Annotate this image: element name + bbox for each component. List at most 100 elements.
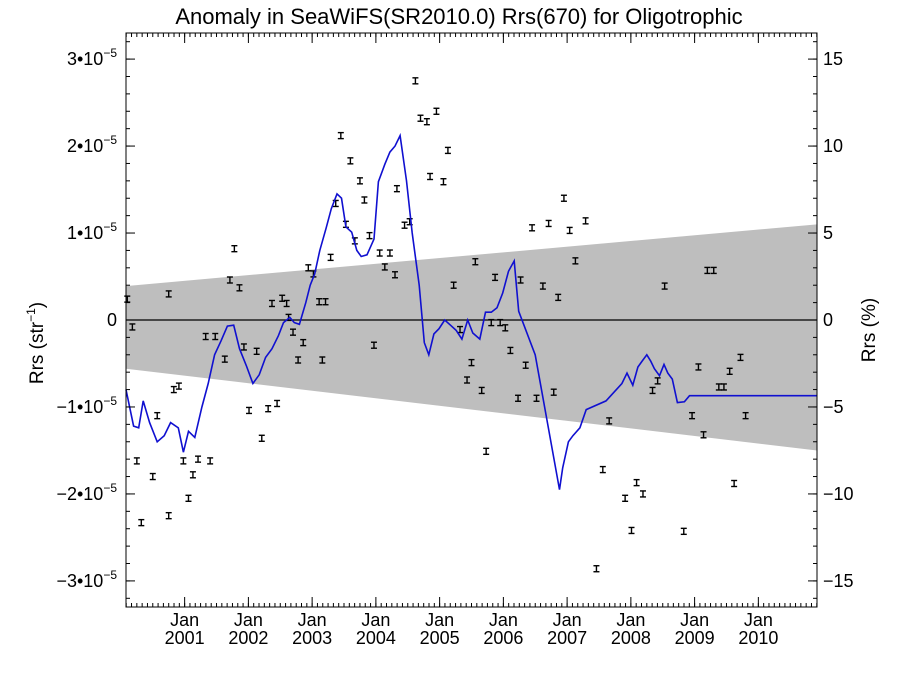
x-tick-month: Jan	[680, 610, 709, 630]
data-point	[290, 328, 297, 336]
data-point	[649, 386, 656, 395]
x-tick-year: 2008	[611, 628, 651, 648]
data-point	[417, 114, 424, 122]
x-tick-year: 2007	[547, 628, 587, 648]
data-point	[295, 356, 302, 364]
data-point	[423, 118, 430, 126]
uncertainty-band	[126, 224, 817, 451]
left-tick-label: −1•10−5	[56, 394, 117, 417]
data-point	[149, 472, 156, 481]
x-tick-month: Jan	[361, 610, 390, 630]
data-point	[572, 257, 579, 265]
data-point	[189, 471, 196, 479]
left-tick-label-base: 2•10	[67, 136, 103, 156]
data-point	[710, 266, 717, 275]
left-tick-label: −2•10−5	[56, 481, 117, 504]
left-tick-label-exp: −5	[103, 46, 117, 60]
right-tick-label: −10	[823, 484, 854, 504]
data-point	[274, 399, 281, 408]
data-point	[316, 298, 323, 306]
right-tick-label: 5	[823, 223, 833, 243]
data-point	[737, 353, 744, 362]
left-axis: 3•10−52•10−51•10−50−1•10−5−2•10−5−3•10−5	[56, 41, 135, 599]
left-tick-label-exp: −5	[103, 133, 117, 147]
data-point	[392, 271, 399, 279]
right-axis: 15 10 5 0 −5 −10 −15	[808, 41, 854, 599]
left-tick-label: −3•10−5	[56, 568, 117, 591]
data-point	[628, 526, 635, 535]
data-point	[633, 478, 640, 487]
data-point	[700, 431, 707, 439]
left-tick-label-base: 3•10	[67, 49, 103, 69]
data-point	[268, 299, 275, 308]
data-point	[502, 324, 509, 332]
data-point	[386, 249, 393, 257]
smoothed-anomaly-line	[125, 132, 817, 490]
x-tick-month: Jan	[744, 610, 773, 630]
data-point	[246, 406, 253, 415]
data-point	[599, 465, 606, 474]
data-point	[444, 146, 451, 155]
x-tick-year: 2004	[356, 628, 396, 648]
x-tick-year: 2003	[292, 628, 332, 648]
data-point	[305, 264, 312, 272]
left-tick-label-base: −1•10	[56, 397, 103, 417]
data-point	[376, 249, 383, 257]
left-tick-label-base: −2•10	[56, 484, 103, 504]
x-tick-year: 2001	[165, 628, 205, 648]
left-axis-title-exp: −1	[24, 308, 38, 322]
data-point	[231, 244, 238, 253]
data-point	[639, 490, 646, 498]
x-tick-year: 2009	[675, 628, 715, 648]
data-point	[545, 219, 552, 228]
data-point	[361, 196, 368, 204]
data-point	[720, 383, 727, 391]
data-point	[427, 172, 434, 181]
data-point	[522, 361, 529, 369]
left-tick-label-exp: −5	[103, 394, 117, 408]
data-point	[555, 293, 562, 302]
left-tick-label: 3•10−5	[67, 46, 117, 69]
data-point	[185, 494, 192, 502]
data-point	[207, 457, 214, 465]
x-tick-month: Jan	[170, 610, 199, 630]
data-point	[726, 367, 733, 376]
data-point	[202, 332, 209, 341]
data-point	[258, 434, 265, 442]
data-point	[138, 518, 145, 527]
x-tick-month: Jan	[553, 610, 582, 630]
data-point	[327, 253, 334, 262]
data-point	[265, 405, 272, 413]
data-point	[704, 266, 711, 275]
left-tick-label-base: −3•10	[56, 571, 103, 591]
data-point	[680, 527, 687, 536]
left-tick-label: 2•10−5	[67, 133, 117, 156]
x-tick-year: 2005	[420, 628, 460, 648]
right-tick-label: −5	[823, 397, 844, 417]
x-tick-year: 2006	[483, 628, 523, 648]
x-tick-month: Jan	[425, 610, 454, 630]
data-point	[401, 221, 408, 229]
data-point	[606, 417, 613, 425]
data-point	[129, 323, 136, 331]
right-tick-label: 10	[823, 136, 843, 156]
data-point	[279, 294, 286, 302]
data-point	[412, 77, 419, 85]
data-point	[366, 231, 373, 240]
left-tick-label-base: 0	[107, 310, 117, 330]
left-tick-label-base: 1•10	[67, 223, 103, 243]
data-point	[689, 411, 696, 420]
x-axis: Jan2001Jan2002Jan2003Jan2004Jan2005Jan20…	[125, 33, 818, 648]
data-point	[654, 377, 661, 385]
data-point	[529, 224, 536, 232]
data-point	[533, 394, 540, 402]
data-point	[226, 276, 233, 284]
x-tick-month: Jan	[234, 610, 263, 630]
data-point	[180, 457, 187, 465]
right-tick-label: 15	[823, 49, 843, 69]
data-point	[170, 385, 177, 394]
data-point	[165, 290, 172, 298]
data-point	[433, 107, 440, 115]
data-point	[483, 447, 490, 456]
